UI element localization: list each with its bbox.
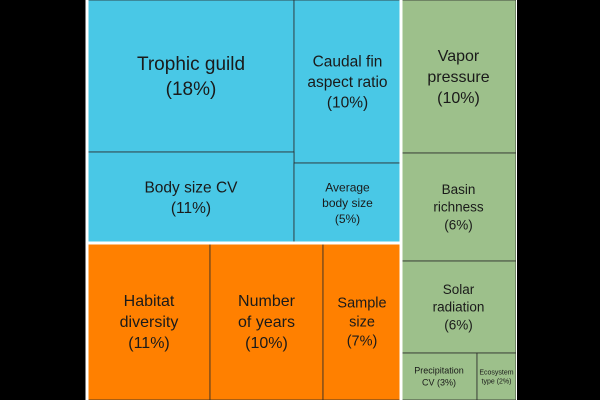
tile-basin-richness	[400, 152, 517, 262]
value-average-body-size: (5%)	[335, 212, 360, 226]
tile-trophic-guild	[87, 0, 295, 153]
label-ecosystem-type: Ecosystem type (2%)	[479, 369, 513, 385]
value-habitat-diversity: (11%)	[128, 335, 170, 352]
label-caudal-fin-aspect-ratio: Caudal fin aspect ratio	[307, 53, 387, 90]
tile-average-body-size	[293, 162, 402, 244]
group-green: Vapor pressure (10%) Basin richness (6%) Solar…	[400, 0, 517, 400]
tile-solar-radiation	[400, 260, 517, 354]
value-trophic-guild: (18%)	[166, 79, 217, 100]
label-vapor-pressure: Vapor pressure	[427, 48, 489, 86]
value-caudal-fin-aspect-ratio: (10%)	[327, 94, 368, 111]
value-number-of-years: (10%)	[245, 335, 288, 352]
label-solar-radiation: Solar radiation	[433, 282, 485, 315]
label-sample-size: Sample size	[337, 295, 386, 330]
label-trophic-guild: Trophic guild	[137, 54, 245, 75]
label-body-size-cv: Body size CV	[144, 180, 238, 197]
tile-precipitation-cv	[400, 352, 478, 400]
label-precipitation-cv: Precipitation CV (3%)	[414, 366, 464, 388]
tile-caudal-fin-aspect-ratio	[293, 0, 402, 164]
label-number-of-years: Number of years	[238, 293, 296, 331]
tile-ecosystem-type	[476, 352, 517, 400]
tile-vapor-pressure	[400, 0, 517, 154]
value-body-size-cv: (11%)	[171, 200, 211, 217]
tile-body-size-cv	[87, 151, 295, 244]
value-sample-size: (7%)	[347, 334, 378, 350]
label-average-body-size: Average body size	[322, 180, 373, 210]
tile-habitat-diversity	[87, 242, 211, 400]
value-solar-radiation: (6%)	[444, 318, 473, 333]
label-habitat-diversity: Habitat diversity	[120, 293, 179, 331]
group-orange: Habitat diversity (11%) Number of years (10%)…	[87, 242, 402, 400]
group-blue: Trophic guild (18%) Caudal fin aspect ratio…	[87, 0, 402, 244]
value-basin-richness: (6%)	[444, 218, 473, 233]
value-vapor-pressure: (10%)	[437, 90, 480, 107]
label-basin-richness: Basin richness	[433, 182, 484, 215]
